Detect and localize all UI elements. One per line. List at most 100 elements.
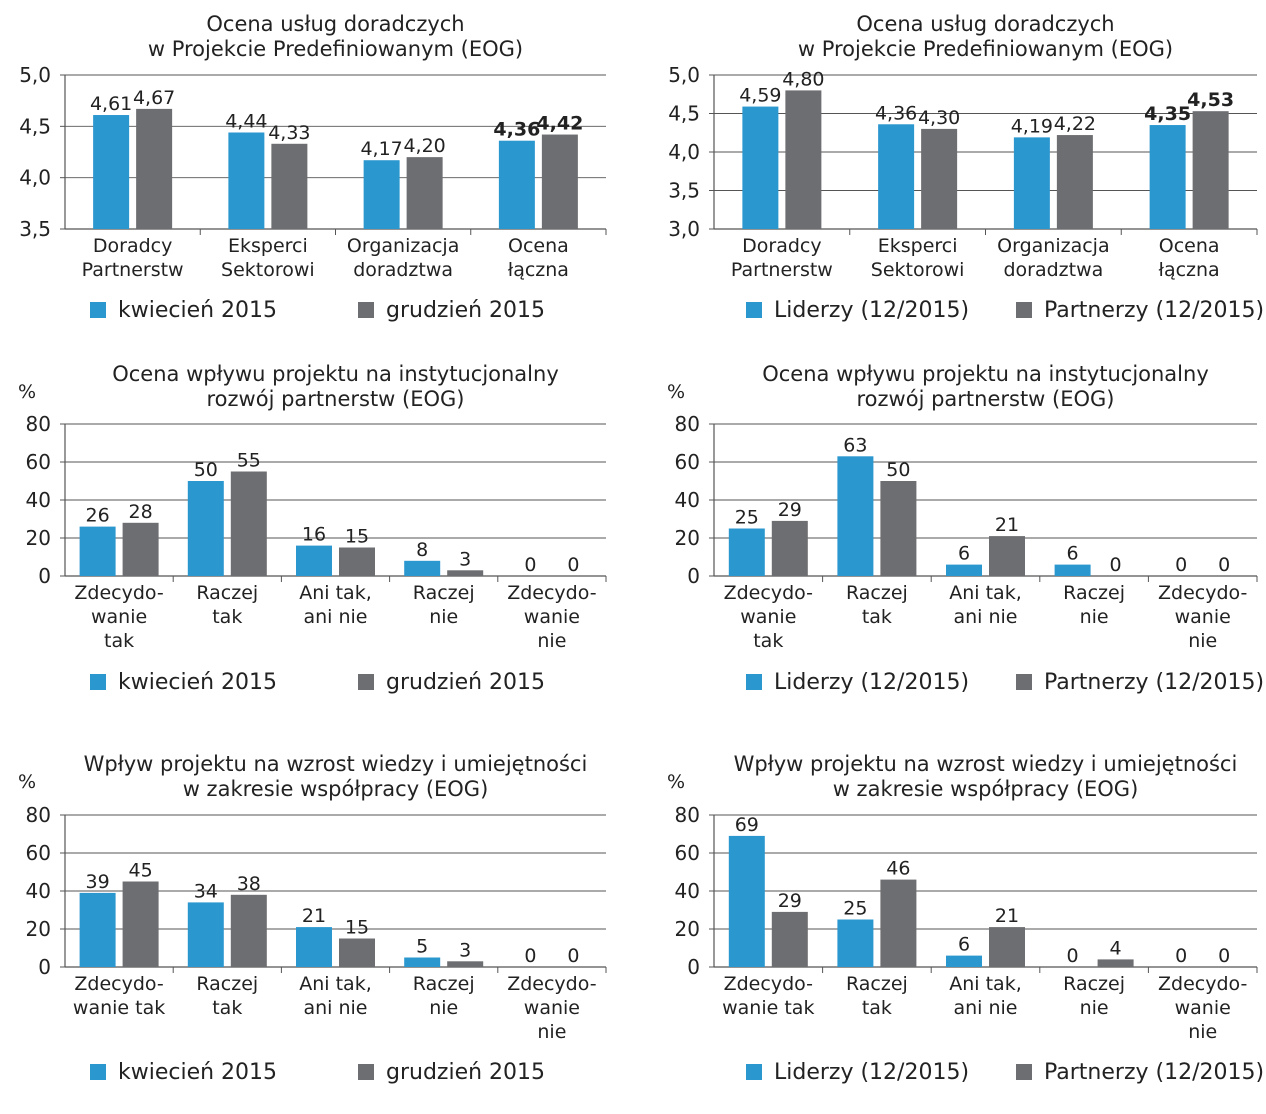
bar	[989, 927, 1025, 967]
data-label: 28	[129, 501, 153, 523]
data-label: 15	[345, 526, 369, 548]
chart-legend: Liderzy (12/2015) Partnerzy (12/2015)	[633, 668, 1266, 698]
data-label: 0	[567, 945, 579, 967]
y-unit-label: %	[667, 381, 685, 403]
x-tick-label: ani nie	[953, 606, 1017, 628]
data-label: 29	[778, 890, 802, 912]
x-tick-label: Eksperci	[878, 235, 958, 257]
legend-swatch	[746, 1064, 762, 1080]
legend-swatch	[1016, 674, 1032, 690]
x-tick-label: Ani tak,	[299, 973, 372, 995]
bar	[837, 919, 874, 967]
x-tick-label: Raczej	[846, 973, 908, 995]
x-tick-label: wanie tak	[73, 997, 165, 1019]
x-tick-label: tak	[862, 997, 892, 1019]
legend-label: kwiecień 2015	[118, 1060, 278, 1085]
x-tick-label: nie	[1188, 630, 1217, 652]
x-tick-label: ani nie	[303, 997, 367, 1019]
data-label: 4,22	[1054, 113, 1096, 135]
x-tick-label: Eksperci	[228, 235, 308, 257]
x-tick-label: Raczej	[196, 973, 258, 995]
data-label: 4,36	[493, 119, 540, 141]
bar	[93, 115, 130, 229]
x-tick-label: Raczej	[413, 582, 475, 604]
y-tick-label: 4,5	[19, 114, 51, 138]
data-label: 63	[843, 434, 867, 456]
x-tick-label: Raczej	[413, 973, 475, 995]
legend-label: Partnerzy (12/2015)	[1044, 298, 1265, 323]
data-label: 6	[1067, 543, 1079, 565]
chart-title-line-2: rozwój partnerstw (EOG)	[206, 387, 465, 411]
y-tick-label: 20	[26, 917, 51, 941]
bar	[271, 143, 308, 229]
data-label: 3	[459, 939, 471, 961]
x-tick-label: wanie	[91, 606, 147, 628]
x-tick-label: Ani tak,	[949, 973, 1022, 995]
data-label: 0	[1067, 945, 1079, 967]
legend-item: grudzień 2015	[358, 1058, 545, 1088]
chart-title: Ocena wpływu projektu na instytucjonalny…	[45, 362, 626, 412]
y-tick-label: 4,0	[19, 166, 51, 190]
bar	[296, 545, 332, 576]
x-tick-label: Zdecydo-	[507, 582, 596, 604]
data-label: 4,59	[739, 85, 781, 107]
x-tick-label: łączna	[1159, 259, 1220, 281]
data-label: 55	[237, 450, 261, 472]
legend-item: kwiecień 2015	[90, 296, 277, 326]
y-tick-label: 80	[26, 412, 51, 436]
data-label: 25	[735, 507, 759, 529]
data-label: 4,33	[268, 122, 310, 144]
y-tick-label: 20	[675, 917, 700, 941]
data-label: 4,36	[875, 102, 917, 124]
legend-item: kwiecień 2015	[90, 1058, 277, 1088]
y-tick-label: 40	[675, 879, 700, 903]
x-tick-label: Ocena	[1159, 235, 1220, 257]
y-tick-label: 60	[675, 450, 700, 474]
bar	[771, 520, 808, 576]
y-tick-label: 80	[675, 803, 700, 827]
legend-item: Liderzy (12/2015)	[746, 668, 969, 698]
y-tick-label: 20	[675, 526, 700, 550]
x-tick-label: Ocena	[508, 235, 569, 257]
x-tick-label: wanie	[524, 606, 580, 628]
data-label: 8	[416, 539, 428, 561]
data-label: 4,19	[1011, 115, 1053, 137]
y-tick-label: 0	[687, 955, 700, 979]
x-tick-label: Zdecydo-	[724, 582, 813, 604]
data-label: 0	[1218, 554, 1230, 576]
x-tick-label: Sektorowi	[871, 259, 965, 281]
x-tick-label: tak	[753, 630, 783, 652]
legend-item: Partnerzy (12/2015)	[1016, 1058, 1264, 1088]
legend-item: kwiecień 2015	[90, 668, 277, 698]
bar	[122, 881, 159, 967]
data-label: 6	[958, 934, 970, 956]
x-tick-label: wanie	[740, 606, 796, 628]
data-label: 4,61	[90, 93, 132, 115]
bar	[541, 134, 578, 229]
bar	[837, 456, 874, 576]
y-tick-label: 5,0	[19, 63, 51, 87]
chart-panel-6: Wpływ projektu na wzrost wiedzy i umieję…	[633, 752, 1266, 1114]
data-label: 4,44	[225, 110, 267, 132]
bar	[1056, 135, 1093, 229]
chart-legend: kwiecień 2015 grudzień 2015	[0, 668, 633, 698]
data-label: 69	[735, 814, 759, 836]
legend-label: Liderzy (12/2015)	[774, 1060, 970, 1085]
data-label: 4,20	[403, 135, 445, 157]
bar	[878, 124, 915, 229]
data-label: 50	[886, 459, 910, 481]
bar	[122, 522, 159, 576]
x-tick-label: Raczej	[1063, 973, 1125, 995]
data-label: 46	[886, 858, 910, 880]
bar	[406, 157, 443, 229]
legend-item: Partnerzy (12/2015)	[1016, 668, 1264, 698]
bar	[447, 570, 484, 576]
data-label: 0	[1175, 945, 1187, 967]
data-label: 34	[194, 880, 218, 902]
chart-legend: kwiecień 2015 grudzień 2015	[0, 296, 633, 326]
bar	[339, 547, 375, 576]
data-label: 21	[995, 514, 1019, 536]
